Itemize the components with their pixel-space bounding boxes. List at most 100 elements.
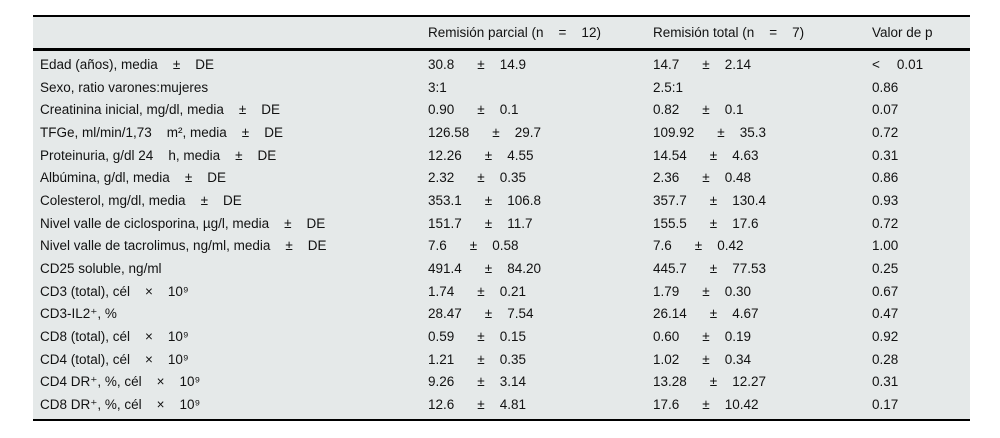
p-value-cell: 0.28 — [872, 352, 970, 367]
plus-minus-symbol: ± — [702, 283, 710, 299]
table-row: Nivel valle de tacrolimus, ng/ml, media … — [33, 235, 970, 258]
mean-value: 12.6 — [428, 397, 455, 413]
mean-value: 30.8 — [428, 56, 455, 72]
p-value: 0.17 — [872, 397, 899, 413]
p-value-cell: 0.31 — [872, 148, 970, 163]
sd-value: 0.30 — [724, 283, 751, 299]
mean-value: 28.47 — [428, 306, 462, 322]
mean-value: 353.1 — [428, 192, 462, 208]
row-label: CD4 DR⁺, %, cél × 10⁹ — [40, 373, 201, 389]
mean-value: 0.90 — [428, 102, 455, 118]
sd-value: 0.35 — [499, 170, 526, 186]
row-label: TFGe, ml/min/1,73 m², media ± DE — [40, 124, 283, 140]
remision-parcial-value: 0.59 ±0.15 — [428, 329, 653, 344]
plus-minus-symbol: ± — [477, 170, 485, 186]
p-value-cell: 0.86 — [872, 170, 970, 185]
sd-value: 0.1 — [499, 102, 519, 118]
sd-value: 14.9 — [499, 56, 526, 72]
table-row: Colesterol, mg/dl, media ± DE 353.1 ±106.8… — [33, 189, 970, 212]
sd-value: 130.4 — [732, 192, 767, 208]
sd-value: 0.15 — [499, 329, 526, 345]
remision-parcial-value: 2.32 ±0.35 — [428, 170, 653, 185]
mean-value: 17.6 — [653, 397, 680, 413]
row-label: CD25 soluble, ng/ml — [40, 261, 162, 277]
remision-total-value: 357.7 ±130.4 — [653, 193, 872, 208]
row-label: Colesterol, mg/dl, media ± DE — [40, 192, 242, 208]
sd-value: 17.6 — [732, 215, 759, 231]
row-label: CD3-IL2⁺, % — [40, 305, 117, 321]
mean-value: 7.6 — [428, 238, 447, 254]
row-label: Nivel valle de tacrolimus, ng/ml, media … — [40, 238, 327, 254]
p-value: 0.86 — [872, 170, 899, 186]
plus-minus-symbol: ± — [484, 261, 493, 277]
table-row: Nivel valle de ciclosporina, µg/l, media… — [33, 212, 970, 235]
table-row: Edad (años), media ± DE 30.8 ±14.9 14.7 ±2.1… — [33, 53, 970, 76]
table-row: Albúmina, g/dl, media ± DE 2.32 ±0.35 2.36 ±… — [33, 166, 970, 189]
mean-value: 3:1 — [428, 79, 447, 95]
p-value-cell: 0.92 — [872, 329, 970, 344]
plus-minus-symbol: ± — [477, 283, 485, 299]
sd-value: 4.55 — [507, 147, 534, 163]
plus-minus-symbol: ± — [469, 238, 478, 254]
row-label: Creatinina inicial, mg/dl, media ± DE — [40, 102, 281, 118]
sd-value: 12.27 — [732, 374, 767, 390]
remision-parcial-value: 12.6 ±4.81 — [428, 397, 653, 412]
mean-value: 445.7 — [653, 261, 687, 277]
mean-value: 14.7 — [653, 56, 680, 72]
table-row: CD3 (total), cél × 10⁹ 1.74 ±0.21 1.79 ±0.30… — [33, 280, 970, 303]
plus-minus-symbol: ± — [477, 102, 485, 118]
p-value-cell: 0.31 — [872, 374, 970, 389]
remision-parcial-value: 9.26 ±3.14 — [428, 374, 653, 389]
row-label: CD3 (total), cél × 10⁹ — [40, 283, 189, 299]
mean-value: 1.74 — [428, 283, 455, 299]
p-value: 0.72 — [872, 215, 899, 231]
p-value: 0.07 — [872, 102, 899, 118]
row-label: Albúmina, g/dl, media ± DE — [40, 170, 226, 186]
mean-value: 7.6 — [653, 238, 672, 254]
sd-value: 0.35 — [499, 351, 526, 367]
sd-value: 4.81 — [499, 397, 526, 413]
p-value-cell: 0.17 — [872, 397, 970, 412]
plus-minus-symbol: ± — [702, 351, 710, 367]
mean-value: 2.36 — [653, 170, 680, 186]
mean-value: 0.59 — [428, 329, 455, 345]
header-remision-parcial: Remisión parcial (n = 12) — [428, 25, 601, 40]
mean-value: 12.26 — [428, 147, 462, 163]
plus-minus-symbol: ± — [477, 397, 485, 413]
remision-total-value: 7.6 ±0.42 — [653, 238, 872, 253]
plus-minus-symbol: ± — [717, 124, 725, 140]
mean-value: 126.58 — [428, 124, 470, 140]
p-value: 0.72 — [872, 124, 899, 140]
mean-value: 155.5 — [653, 215, 687, 231]
remision-parcial-value: 28.47 ±7.54 — [428, 306, 653, 321]
sd-value: 0.19 — [724, 329, 751, 345]
p-value-cell: 1.00 — [872, 238, 970, 253]
table-body: Edad (años), media ± DE 30.8 ±14.9 14.7 ±2.1… — [33, 51, 970, 419]
remision-total-value: 109.92 ±35.3 — [653, 125, 872, 140]
plus-minus-symbol: ± — [694, 238, 703, 254]
p-value-cell: 0.72 — [872, 216, 970, 231]
plus-minus-symbol: ± — [709, 215, 718, 231]
mean-value: 357.7 — [653, 192, 687, 208]
row-label: CD8 DR⁺, %, cél × 10⁹ — [40, 396, 201, 412]
remision-parcial-value: 353.1 ±106.8 — [428, 193, 653, 208]
remision-total-value: 445.7 ±77.53 — [653, 261, 872, 276]
table-row: Sexo, ratio varones:mujeres 3:1 2.5:1 0.86 — [33, 76, 970, 99]
less-than-symbol: < — [872, 56, 880, 72]
mean-value: 1.79 — [653, 283, 680, 299]
p-value: 0.28 — [872, 351, 899, 367]
sd-value: 106.8 — [507, 192, 542, 208]
p-value-cell: 0.72 — [872, 125, 970, 140]
remision-total-value: 1.02 ±0.34 — [653, 352, 872, 367]
p-value: 1.00 — [872, 238, 899, 254]
remision-parcial-value: 7.6 ±0.58 — [428, 238, 653, 253]
p-value: 0.92 — [872, 329, 899, 345]
sd-value: 35.3 — [739, 124, 766, 140]
remision-total-value: 17.6 ±10.42 — [653, 397, 872, 412]
table-row: Proteinuria, g/dl 24 h, media ± DE 12.26 ±… — [33, 144, 970, 167]
remision-parcial-value: 3:1 — [428, 80, 653, 95]
mean-value: 13.28 — [653, 374, 687, 390]
mean-value: 2.32 — [428, 170, 455, 186]
plus-minus-symbol: ± — [709, 192, 718, 208]
plus-minus-symbol: ± — [477, 329, 485, 345]
